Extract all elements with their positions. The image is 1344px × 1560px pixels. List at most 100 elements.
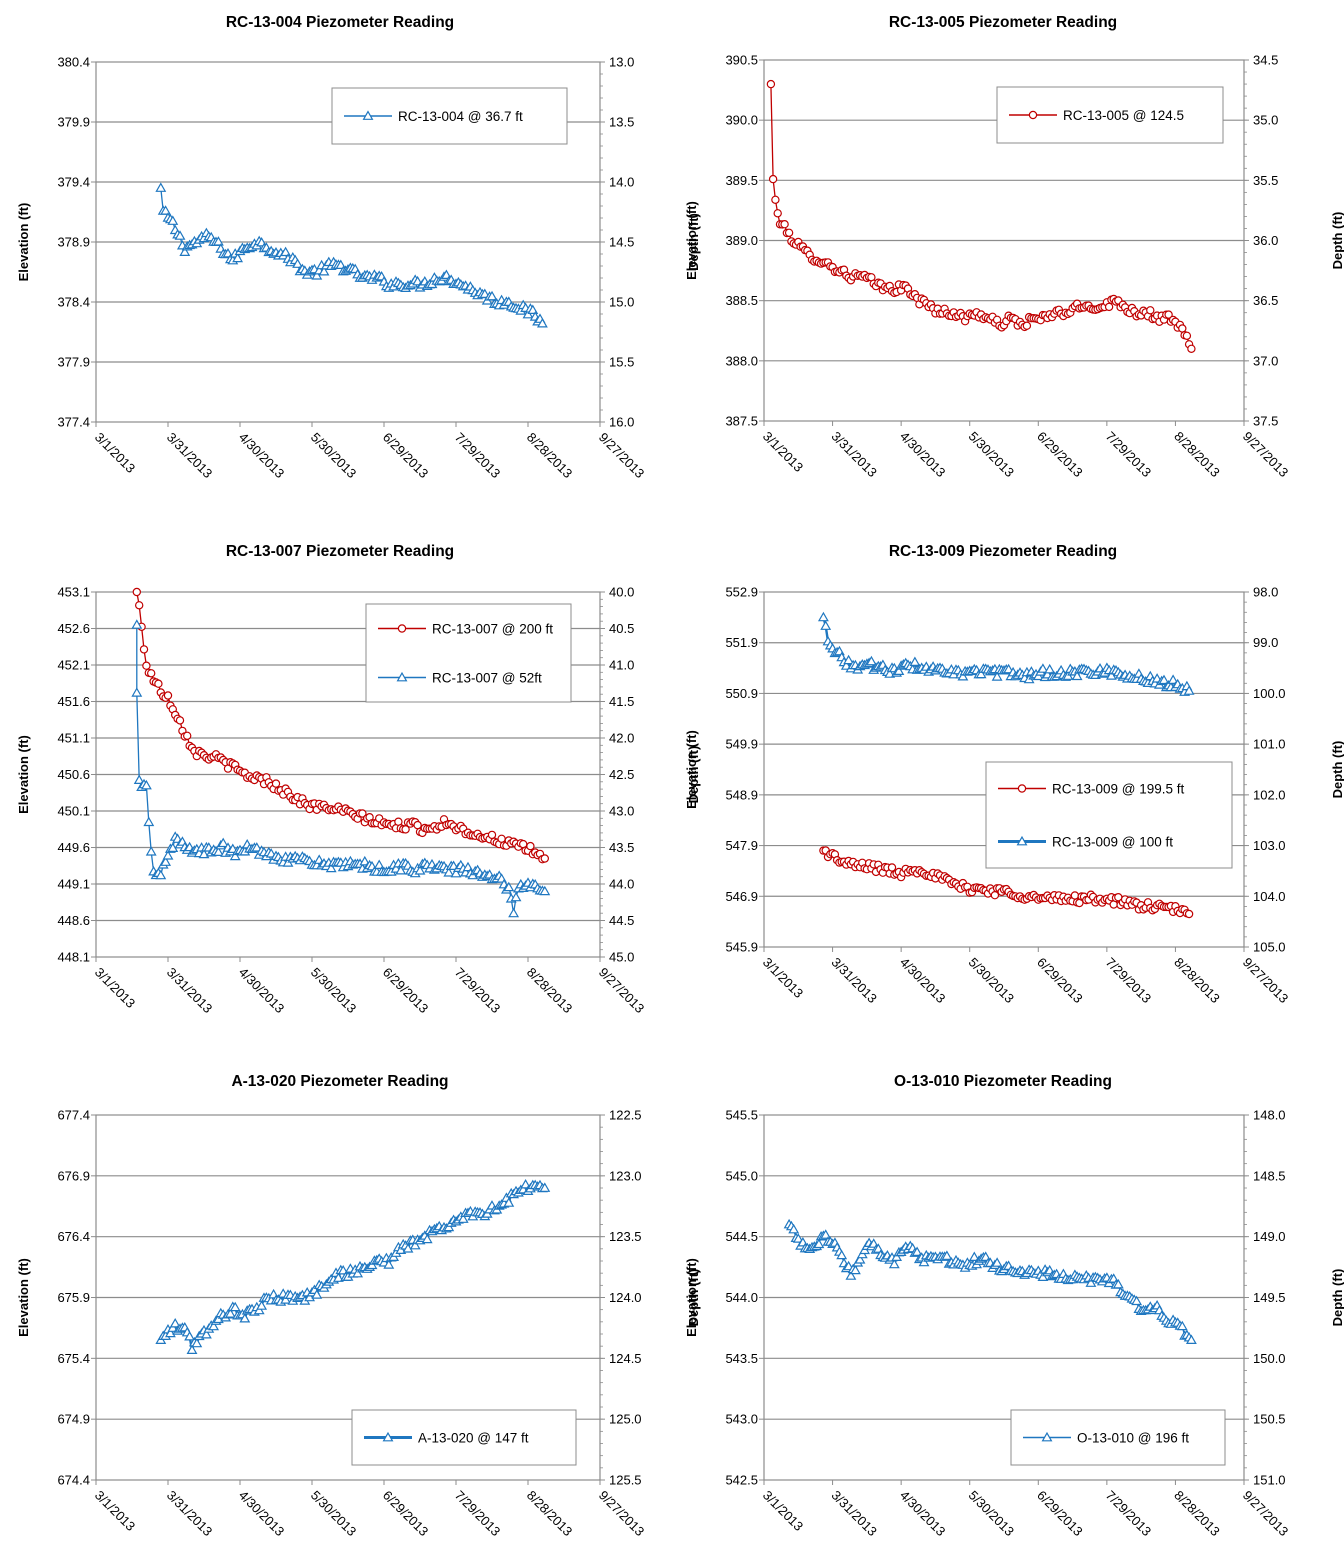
data-point bbox=[332, 1272, 344, 1282]
legend-swatch-marker bbox=[1016, 835, 1028, 846]
x-tick-label: 4/30/2013 bbox=[236, 430, 288, 482]
x-tick-label: 6/29/2013 bbox=[380, 1488, 432, 1540]
data-point bbox=[792, 1233, 804, 1243]
data-point bbox=[292, 258, 304, 268]
y-tick-label: 390.0 bbox=[725, 113, 758, 128]
legend-entry: RC-13-007 @ 200 ft bbox=[432, 622, 553, 637]
y-tick-label: 379.9 bbox=[57, 115, 90, 130]
legend: RC-13-004 @ 36.7 ft bbox=[331, 87, 568, 145]
data-point bbox=[143, 816, 155, 827]
data-point bbox=[304, 1291, 316, 1302]
y-tick-label: 674.4 bbox=[57, 1473, 90, 1488]
y2-tick-label: 101.0 bbox=[1253, 737, 1286, 752]
y-tick-label: 548.9 bbox=[725, 787, 758, 802]
data-point bbox=[229, 850, 241, 861]
legend-entry: RC-13-004 @ 36.7 ft bbox=[398, 109, 523, 124]
data-point bbox=[1158, 674, 1170, 685]
y2-tick-label: 102.0 bbox=[1253, 787, 1286, 802]
data-point bbox=[1070, 891, 1080, 900]
data-point bbox=[540, 854, 550, 863]
data-point bbox=[820, 620, 832, 630]
y-tick-label: 544.5 bbox=[725, 1229, 758, 1244]
data-point bbox=[421, 1233, 433, 1244]
data-point bbox=[402, 1243, 414, 1253]
data-point bbox=[191, 1337, 203, 1348]
series-2 bbox=[131, 619, 551, 918]
data-point bbox=[1182, 331, 1192, 340]
y-tick-label: 676.4 bbox=[57, 1229, 90, 1244]
y-tick-label: 378.4 bbox=[57, 295, 90, 310]
data-point bbox=[239, 1312, 251, 1323]
data-point bbox=[526, 841, 535, 851]
data-point bbox=[991, 671, 1003, 681]
y2-axis-label: Depth (ft) bbox=[686, 746, 701, 804]
data-point bbox=[891, 1251, 903, 1262]
legend-box bbox=[365, 603, 572, 703]
data-point bbox=[131, 619, 143, 629]
chart-6: O-13-010 Piezometer Reading 542.5 543.0 543… bbox=[684, 1073, 1344, 1539]
y-tick-label: 389.0 bbox=[725, 233, 758, 248]
chart-title: O-13-010 Piezometer Reading bbox=[894, 1073, 1112, 1090]
data-point bbox=[1085, 1277, 1097, 1287]
y-tick-label: 451.1 bbox=[57, 731, 90, 746]
y-tick-label: 377.4 bbox=[57, 415, 90, 430]
legend-entry: RC-13-009 @ 199.5 ft bbox=[1052, 782, 1185, 797]
data-point bbox=[1037, 663, 1049, 673]
y2-tick-label: 104.0 bbox=[1253, 889, 1286, 904]
x-tick-label: 3/1/2013 bbox=[760, 955, 806, 1001]
data-point bbox=[383, 1259, 395, 1269]
y2-tick-label: 36.5 bbox=[1253, 293, 1278, 308]
series-2 bbox=[817, 611, 1195, 696]
data-point bbox=[450, 867, 462, 878]
data-point bbox=[131, 687, 143, 697]
x-tick-label: 6/29/2013 bbox=[1034, 955, 1086, 1007]
x-tick-label: 5/30/2013 bbox=[308, 965, 360, 1017]
y2-tick-label: 40.5 bbox=[609, 621, 634, 636]
data-point bbox=[773, 209, 782, 218]
data-point bbox=[893, 665, 905, 676]
data-point bbox=[1176, 1320, 1188, 1331]
legend-entry: RC-13-005 @ 124.5 bbox=[1063, 108, 1184, 123]
data-point bbox=[820, 1229, 832, 1239]
data-point bbox=[991, 1257, 1003, 1267]
legend-swatch-marker bbox=[362, 110, 374, 120]
data-point bbox=[160, 856, 172, 866]
data-point bbox=[229, 1301, 241, 1312]
plot-area bbox=[763, 591, 1245, 948]
data-point bbox=[1104, 302, 1114, 312]
y-tick-label: 675.4 bbox=[57, 1351, 90, 1366]
data-point bbox=[503, 881, 515, 892]
data-point bbox=[1185, 1334, 1197, 1345]
data-point bbox=[508, 907, 520, 918]
y2-tick-label: 43.0 bbox=[609, 804, 634, 819]
y2-tick-label: 99.0 bbox=[1253, 635, 1278, 650]
data-point bbox=[1146, 306, 1155, 315]
y2-tick-label: 124.0 bbox=[609, 1290, 642, 1305]
y-axis-label: Elevation (ft) bbox=[684, 201, 699, 280]
x-tick-label: 3/31/2013 bbox=[164, 965, 216, 1017]
data-point bbox=[145, 846, 157, 856]
y-tick-label: 543.0 bbox=[725, 1412, 758, 1427]
data-point bbox=[212, 846, 224, 857]
data-point bbox=[918, 1256, 930, 1267]
legend-entry: O-13-010 @ 196 ft bbox=[1077, 1431, 1189, 1446]
data-point bbox=[358, 809, 367, 818]
data-point bbox=[395, 864, 407, 875]
data-point bbox=[1022, 321, 1032, 330]
legend-entry: A-13-020 @ 147 ft bbox=[418, 1431, 529, 1446]
y2-tick-label: 36.0 bbox=[1253, 233, 1278, 248]
data-point bbox=[813, 1238, 825, 1249]
series-1 bbox=[783, 1218, 1197, 1345]
series-1 bbox=[132, 587, 550, 864]
legend: RC-13-009 @ 199.5 ft RC-13-009 @ 100 ft bbox=[985, 761, 1233, 869]
x-tick-label: 6/29/2013 bbox=[1034, 429, 1086, 481]
data-point bbox=[911, 1246, 923, 1257]
data-point bbox=[1044, 663, 1056, 674]
y2-tick-label: 105.0 bbox=[1253, 940, 1286, 955]
data-point bbox=[865, 655, 877, 666]
data-point bbox=[155, 182, 167, 192]
x-tick-label: 5/30/2013 bbox=[966, 429, 1018, 481]
x-tick-label: 5/30/2013 bbox=[308, 430, 360, 482]
y-axis-label: Elevation (ft) bbox=[684, 1258, 699, 1337]
